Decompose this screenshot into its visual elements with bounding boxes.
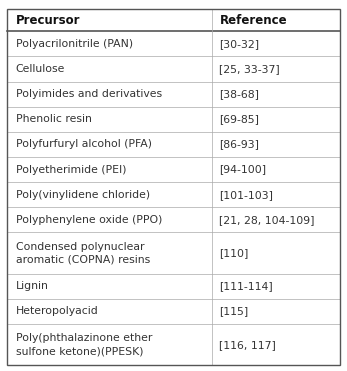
Text: [21, 28, 104-109]: [21, 28, 104-109] — [219, 215, 314, 225]
Text: Poly(vinylidene chloride): Poly(vinylidene chloride) — [16, 190, 150, 200]
Text: Polyfurfuryl alcohol (PFA): Polyfurfuryl alcohol (PFA) — [16, 139, 152, 150]
Text: [110]: [110] — [219, 248, 248, 258]
Text: [38-68]: [38-68] — [219, 89, 259, 99]
Text: Phenolic resin: Phenolic resin — [16, 114, 92, 124]
Text: [111-114]: [111-114] — [219, 281, 272, 291]
Text: [86-93]: [86-93] — [219, 139, 259, 150]
Text: [69-85]: [69-85] — [219, 114, 259, 124]
Text: [115]: [115] — [219, 306, 248, 316]
Text: [116, 117]: [116, 117] — [219, 340, 276, 350]
Text: Condensed polynuclear
aromatic (COPNA) resins: Condensed polynuclear aromatic (COPNA) r… — [16, 242, 150, 265]
Text: Poly(phthalazinone ether
sulfone ketone)(PPESK): Poly(phthalazinone ether sulfone ketone)… — [16, 333, 152, 356]
Text: Polyphenylene oxide (PPO): Polyphenylene oxide (PPO) — [16, 215, 162, 225]
Text: Polyetherimide (PEI): Polyetherimide (PEI) — [16, 164, 126, 174]
Text: Cellulose: Cellulose — [16, 64, 65, 74]
Text: Lignin: Lignin — [16, 281, 49, 291]
Text: [94-100]: [94-100] — [219, 164, 266, 174]
Text: Precursor: Precursor — [16, 14, 80, 27]
Text: [30-32]: [30-32] — [219, 39, 259, 49]
Text: Heteropolyacid: Heteropolyacid — [16, 306, 98, 316]
Text: Polyacrilonitrile (PAN): Polyacrilonitrile (PAN) — [16, 39, 133, 49]
Text: Reference: Reference — [220, 14, 288, 27]
Text: [25, 33-37]: [25, 33-37] — [219, 64, 279, 74]
Text: Polyimides and derivatives: Polyimides and derivatives — [16, 89, 162, 99]
Text: [101-103]: [101-103] — [219, 190, 273, 200]
